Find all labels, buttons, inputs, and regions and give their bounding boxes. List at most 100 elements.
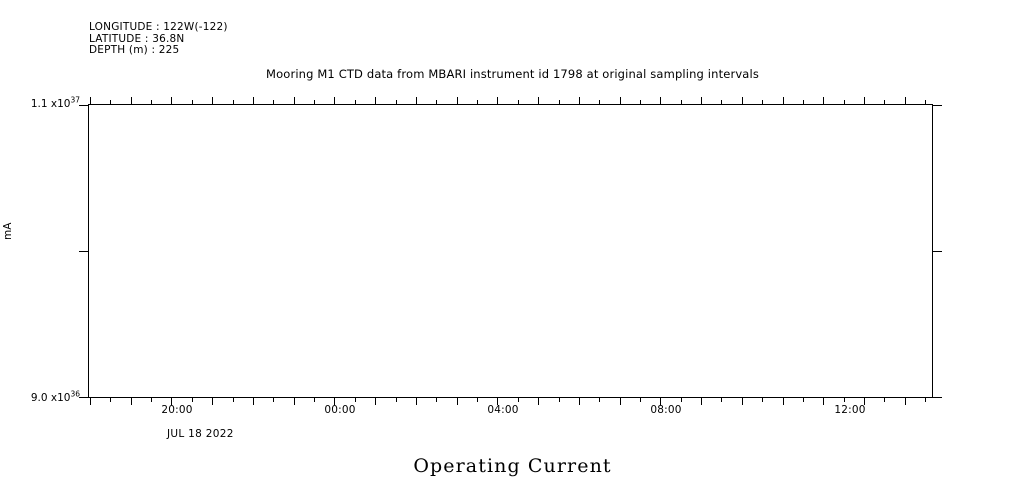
station-metadata: LONGITUDE : 122W(-122) LATITUDE : 36.8N … xyxy=(89,21,228,57)
x-tick-top-minor xyxy=(884,100,886,104)
metadata-latitude: LATITUDE : 36.8N xyxy=(89,32,185,45)
x-tick-bottom-major xyxy=(578,398,580,405)
x-tick-top-major xyxy=(538,97,540,104)
y-axis-label-max: 1.1 x1037 xyxy=(30,95,80,110)
x-tick-bottom-minor xyxy=(191,398,193,402)
x-tick-bottom-major xyxy=(456,398,458,405)
x-tick-top-major xyxy=(212,97,214,104)
x-tick-top-minor xyxy=(110,100,112,104)
x-tick-bottom-minor xyxy=(884,398,886,402)
x-tick-top-major xyxy=(904,97,906,104)
x-tick-top-major xyxy=(252,97,254,104)
y-axis-title: mA xyxy=(2,222,14,240)
x-tick-bottom-major xyxy=(293,398,295,405)
x-tick-bottom-major xyxy=(90,398,91,405)
x-tick-top-minor xyxy=(558,100,560,104)
y-axis-label-min-exponent: 36 xyxy=(70,389,80,399)
y-tick-left-min xyxy=(79,397,88,398)
x-tick-bottom-minor xyxy=(558,398,560,402)
y-tick-right-min xyxy=(933,397,942,398)
bottom-title-text: Operating Current xyxy=(413,455,612,477)
x-tick-top-major xyxy=(619,97,621,104)
x-tick-bottom-minor xyxy=(395,398,397,402)
x-tick-bottom-major xyxy=(212,398,214,405)
x-tick-bottom-major xyxy=(375,398,377,405)
x-tick-top-major xyxy=(497,97,499,104)
x-tick-top-major xyxy=(171,97,173,104)
x-tick-top-major xyxy=(334,97,336,104)
x-axis-label: 08:00 xyxy=(650,404,682,416)
metadata-longitude: LONGITUDE : 122W(-122) xyxy=(89,21,228,33)
x-tick-top-minor xyxy=(191,100,193,104)
x-tick-top-major xyxy=(578,97,580,104)
x-tick-bottom-major xyxy=(701,398,703,405)
x-tick-top-major xyxy=(660,97,662,104)
x-tick-top-minor xyxy=(639,100,641,104)
x-tick-top-minor xyxy=(232,100,234,104)
y-tick-left-mid xyxy=(79,251,88,252)
x-tick-top-minor xyxy=(925,100,927,104)
y-axis-label-min-mantissa: 9.0 x10 xyxy=(30,392,71,404)
x-tick-bottom-minor xyxy=(517,398,519,402)
x-tick-bottom-minor xyxy=(110,398,112,402)
x-tick-bottom-minor xyxy=(354,398,356,402)
x-tick-bottom-minor xyxy=(273,398,275,402)
x-tick-top-minor xyxy=(762,100,764,104)
x-tick-bottom-minor xyxy=(680,398,682,402)
x-tick-top-minor xyxy=(314,100,316,104)
x-tick-top-minor xyxy=(599,100,601,104)
x-axis-label: 20:00 xyxy=(161,404,193,416)
x-tick-top-major xyxy=(130,97,132,104)
y-tick-left-max xyxy=(79,105,88,106)
x-tick-bottom-minor xyxy=(639,398,641,402)
x-tick-top-major xyxy=(823,97,825,104)
x-tick-bottom-major xyxy=(171,398,173,405)
bottom-title: Operating Current xyxy=(0,455,1009,477)
y-axis-label-max-mantissa: 1.1 x10 xyxy=(30,98,71,110)
x-tick-top-major xyxy=(864,97,866,104)
x-tick-top-major xyxy=(375,97,377,104)
x-tick-bottom-minor xyxy=(477,398,479,402)
x-tick-bottom-major xyxy=(497,398,499,405)
x-axis-label: 04:00 xyxy=(487,404,519,416)
x-tick-bottom-minor xyxy=(762,398,764,402)
x-tick-top-major xyxy=(456,97,458,104)
x-tick-top-major xyxy=(782,97,784,104)
x-axis-label: 12:00 xyxy=(834,404,866,416)
x-tick-bottom-major xyxy=(782,398,784,405)
x-tick-top-minor xyxy=(273,100,275,104)
x-tick-bottom-minor xyxy=(232,398,234,402)
x-tick-top-minor xyxy=(436,100,438,104)
x-tick-top-major xyxy=(741,97,743,104)
y-axis-label-max-exponent: 37 xyxy=(70,95,80,105)
x-tick-bottom-major xyxy=(864,398,866,405)
x-tick-bottom-major xyxy=(334,398,336,405)
x-tick-bottom-minor xyxy=(802,398,804,402)
plot-area[interactable] xyxy=(79,97,942,405)
x-tick-top-minor xyxy=(802,100,804,104)
metadata-depth: DEPTH (m) : 225 xyxy=(89,44,180,57)
x-tick-top-minor xyxy=(680,100,682,104)
x-tick-bottom-minor xyxy=(925,398,927,402)
x-tick-bottom-minor xyxy=(599,398,601,402)
x-tick-top-minor xyxy=(517,100,519,104)
x-tick-bottom-major xyxy=(538,398,540,405)
y-tick-right-mid xyxy=(933,251,942,252)
x-tick-bottom-major xyxy=(904,398,906,405)
x-tick-bottom-major xyxy=(660,398,662,405)
x-tick-top-minor xyxy=(151,100,153,104)
x-tick-bottom-minor xyxy=(721,398,723,402)
chart-title-text: Mooring M1 CTD data from MBARI instrumen… xyxy=(266,67,759,81)
x-tick-bottom-major xyxy=(252,398,254,405)
x-tick-bottom-major xyxy=(130,398,132,405)
x-axis-date-label: JUL 18 2022 xyxy=(167,428,234,440)
x-tick-top-minor xyxy=(354,100,356,104)
x-tick-top-major xyxy=(90,97,91,104)
x-tick-top-major xyxy=(293,97,295,104)
x-tick-bottom-minor xyxy=(151,398,153,402)
x-tick-bottom-major xyxy=(823,398,825,405)
x-tick-top-minor xyxy=(721,100,723,104)
x-tick-bottom-minor xyxy=(843,398,845,402)
x-tick-top-major xyxy=(415,97,417,104)
x-tick-bottom-major xyxy=(741,398,743,405)
